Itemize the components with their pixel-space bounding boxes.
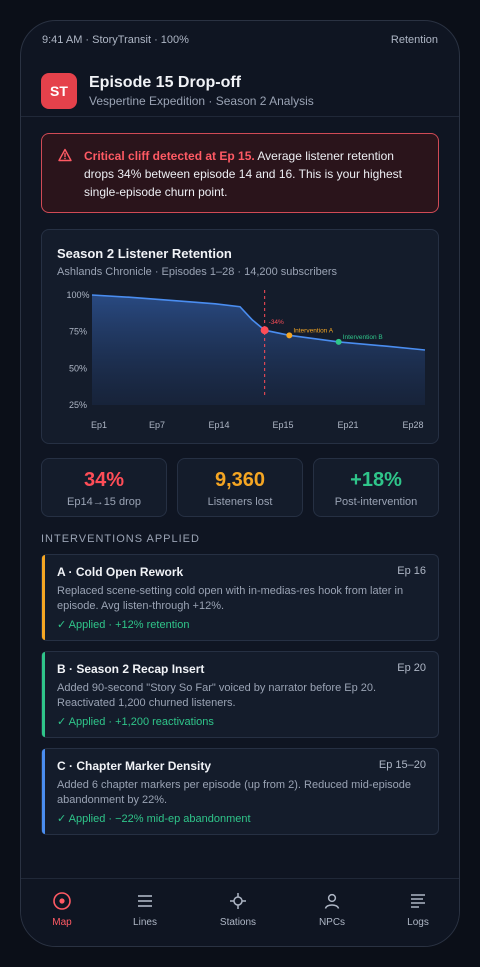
alert-text: Average listener retention drops 34% bet…: [84, 149, 402, 199]
stat-card: +18% Post-intervention: [313, 458, 439, 517]
intervention-title: B · Season 2 Recap Insert: [57, 662, 205, 676]
retention-chart-card: Season 2 Listener Retention Ashlands Chr…: [41, 229, 439, 444]
x-tick-label: Ep14: [208, 420, 229, 430]
app-header: ST Episode 15 Drop-off Vespertine Expedi…: [21, 65, 459, 117]
marker-point[interactable]: [286, 332, 293, 339]
nav-item-map[interactable]: Map: [22, 891, 102, 928]
lines-icon: [138, 895, 152, 907]
intervention-title: A · Cold Open Rework: [57, 565, 184, 579]
x-tick-label: Ep15: [272, 420, 293, 430]
nav-label: NPCs: [318, 917, 346, 928]
stat-card: 9,360 Listeners lost: [177, 458, 303, 517]
stat-label: Listeners lost: [207, 496, 273, 508]
intervention-accent: [42, 555, 45, 640]
marker-label: Intervention B: [343, 334, 383, 341]
intervention-description: Replaced scene-setting cold open with in…: [57, 585, 404, 612]
status-right[interactable]: Retention: [390, 34, 438, 46]
nav-label: Stations: [219, 917, 257, 928]
nav-item-lines[interactable]: Lines: [105, 891, 185, 928]
intervention-episode: Ep 15–20: [378, 759, 426, 771]
intervention-accent: [42, 749, 45, 834]
intervention-card[interactable]: A · Cold Open Rework Ep 16 Replaced scene-…: [41, 554, 439, 641]
person-icon: [324, 893, 340, 909]
status-bar: 9:41 AM · StoryTransit · 100% Retention: [42, 34, 438, 46]
stat-value: 34%: [83, 469, 125, 491]
marker-point[interactable]: [260, 326, 269, 335]
intervention-status: ✓ Applied · +12% retention: [57, 619, 190, 631]
marker-point[interactable]: [335, 338, 342, 345]
x-tick-label: Ep28: [402, 420, 423, 430]
chart-subtitle: Ashlands Chronicle · Episodes 1–28 · 14,…: [57, 266, 338, 278]
retention-line: [91, 294, 426, 351]
critical-alert: Critical cliff detected at Ep 15. Averag…: [41, 133, 439, 213]
nav-label: Lines: [133, 917, 157, 928]
retention-area: [92, 295, 425, 405]
intervention-title: C · Chapter Marker Density: [57, 759, 212, 773]
marker-label: Intervention A: [293, 327, 333, 334]
warning-icon: [58, 148, 72, 162]
intervention-episode: Ep 16: [397, 565, 426, 577]
nav-label: Map: [52, 917, 72, 928]
section-title: INTERVENTIONS APPLIED: [41, 533, 200, 545]
x-tick-label: Ep21: [337, 420, 358, 430]
stat-value: +18%: [350, 469, 402, 491]
stat-label: Ep14→15 drop: [67, 496, 141, 508]
marker-label: -34%: [269, 319, 284, 326]
page-title: Episode 15 Drop-off: [89, 73, 242, 91]
intervention-status: ✓ Applied · +1,200 reactivations: [57, 716, 214, 728]
crosshair-icon: [230, 893, 246, 909]
chart-title: Season 2 Listener Retention: [57, 246, 232, 261]
stat-label: Post-intervention: [334, 496, 418, 508]
stat-card: 34% Ep14→15 drop: [41, 458, 167, 517]
target-icon: [53, 892, 71, 910]
status-left: 9:41 AM · StoryTransit · 100%: [42, 34, 189, 46]
intervention-card[interactable]: B · Season 2 Recap Insert Ep 20 Added 90-s…: [41, 651, 439, 738]
y-tick-label: 75%: [69, 327, 87, 337]
bottom-nav: Map Lines Stations NPCs Logs: [21, 878, 459, 946]
alert-headline: Critical cliff detected at Ep 15.: [84, 149, 255, 163]
intervention-accent: [42, 652, 45, 737]
intervention-status: ✓ Applied · −22% mid-ep abandonment: [57, 813, 251, 825]
intervention-description: Added 6 chapter markers per episode (up …: [57, 779, 412, 806]
nav-item-logs[interactable]: Logs: [378, 891, 458, 928]
y-tick-label: 50%: [69, 363, 87, 373]
stat-value: 9,360: [214, 469, 266, 491]
phone-frame: 9:41 AM · StoryTransit · 100% Retention …: [20, 20, 460, 947]
intervention-description: Added 90-second "Story So Far" voiced by…: [57, 682, 377, 709]
app-avatar: ST: [41, 72, 77, 109]
log-icon: [411, 894, 425, 908]
intervention-episode: Ep 20: [397, 662, 426, 674]
x-tick-label: Ep7: [149, 420, 165, 430]
nav-item-npcs[interactable]: NPCs: [292, 891, 372, 928]
intervention-card[interactable]: C · Chapter Marker Density Ep 15–20 Added …: [41, 748, 439, 835]
nav-label: Logs: [407, 917, 429, 928]
retention-chart: 100% 75% 50% 25% Ep1 Ep7 Ep14 Ep15 Ep21 Ep28 -34% I…: [66, 290, 426, 430]
nav-item-stations[interactable]: Stations: [198, 891, 278, 928]
y-tick-label: 25%: [69, 400, 87, 410]
y-tick-label: 100%: [66, 290, 89, 300]
x-tick-label: Ep1: [91, 420, 107, 430]
page-subtitle: Vespertine Expedition · Season 2 Analysi…: [89, 93, 314, 108]
